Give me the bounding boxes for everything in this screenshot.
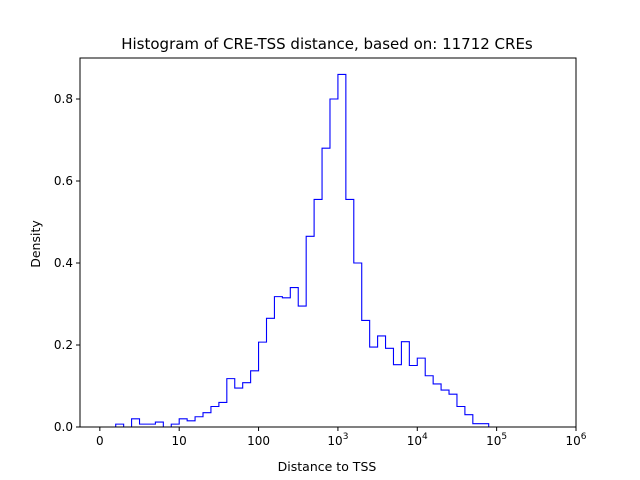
y-tick-label: 0.2 (54, 338, 73, 352)
x-tick-label: 10 (172, 434, 187, 448)
plot-area (79, 57, 577, 428)
x-axis-label: Distance to TSS (278, 459, 377, 474)
histogram-step-line (99, 73, 513, 428)
y-axis-label: Density (28, 220, 43, 268)
y-tick-label: 0.6 (54, 174, 73, 188)
x-tick-label: 104 (407, 432, 428, 448)
y-tick-label: 0.4 (54, 256, 73, 270)
y-tick-label: 0.0 (54, 420, 73, 434)
chart-title: Histogram of CRE-TSS distance, based on:… (121, 35, 533, 53)
x-tick-label: 100 (247, 434, 270, 448)
y-tick-label: 0.8 (54, 92, 73, 106)
x-tick-label: 105 (486, 432, 507, 448)
plot-frame (79, 57, 577, 428)
x-tick-label: 0 (96, 434, 104, 448)
x-axis-ticks: 0 10 100 103 104 105 106 (96, 427, 587, 448)
y-axis-ticks: 0.0 0.2 0.4 0.6 0.8 (54, 92, 80, 434)
x-tick-label: 103 (327, 432, 348, 448)
x-tick-label: 106 (565, 432, 586, 448)
